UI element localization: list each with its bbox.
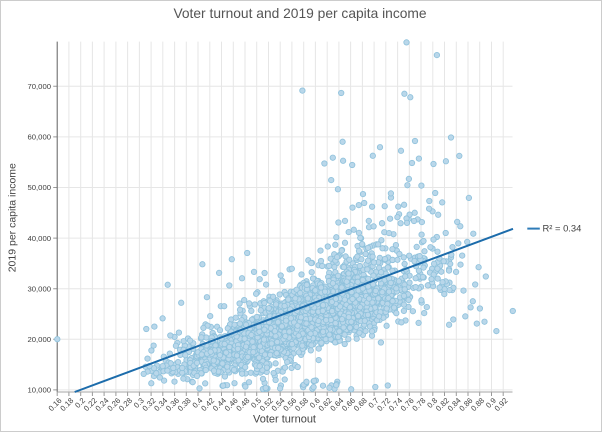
svg-text:70,000: 70,000 — [27, 82, 51, 91]
svg-text:30,000: 30,000 — [27, 284, 51, 293]
svg-text:20,000: 20,000 — [27, 335, 51, 344]
svg-text:R² = 0.34: R² = 0.34 — [543, 223, 582, 234]
svg-text:2019 per capita income: 2019 per capita income — [7, 163, 19, 272]
svg-text:50,000: 50,000 — [27, 183, 51, 192]
svg-text:Voter turnout and 2019 per cap: Voter turnout and 2019 per capita income — [173, 6, 426, 21]
svg-text:Voter turnout: Voter turnout — [253, 414, 316, 426]
svg-text:60,000: 60,000 — [27, 133, 51, 142]
svg-text:40,000: 40,000 — [27, 234, 51, 243]
svg-text:10,000: 10,000 — [27, 386, 51, 395]
